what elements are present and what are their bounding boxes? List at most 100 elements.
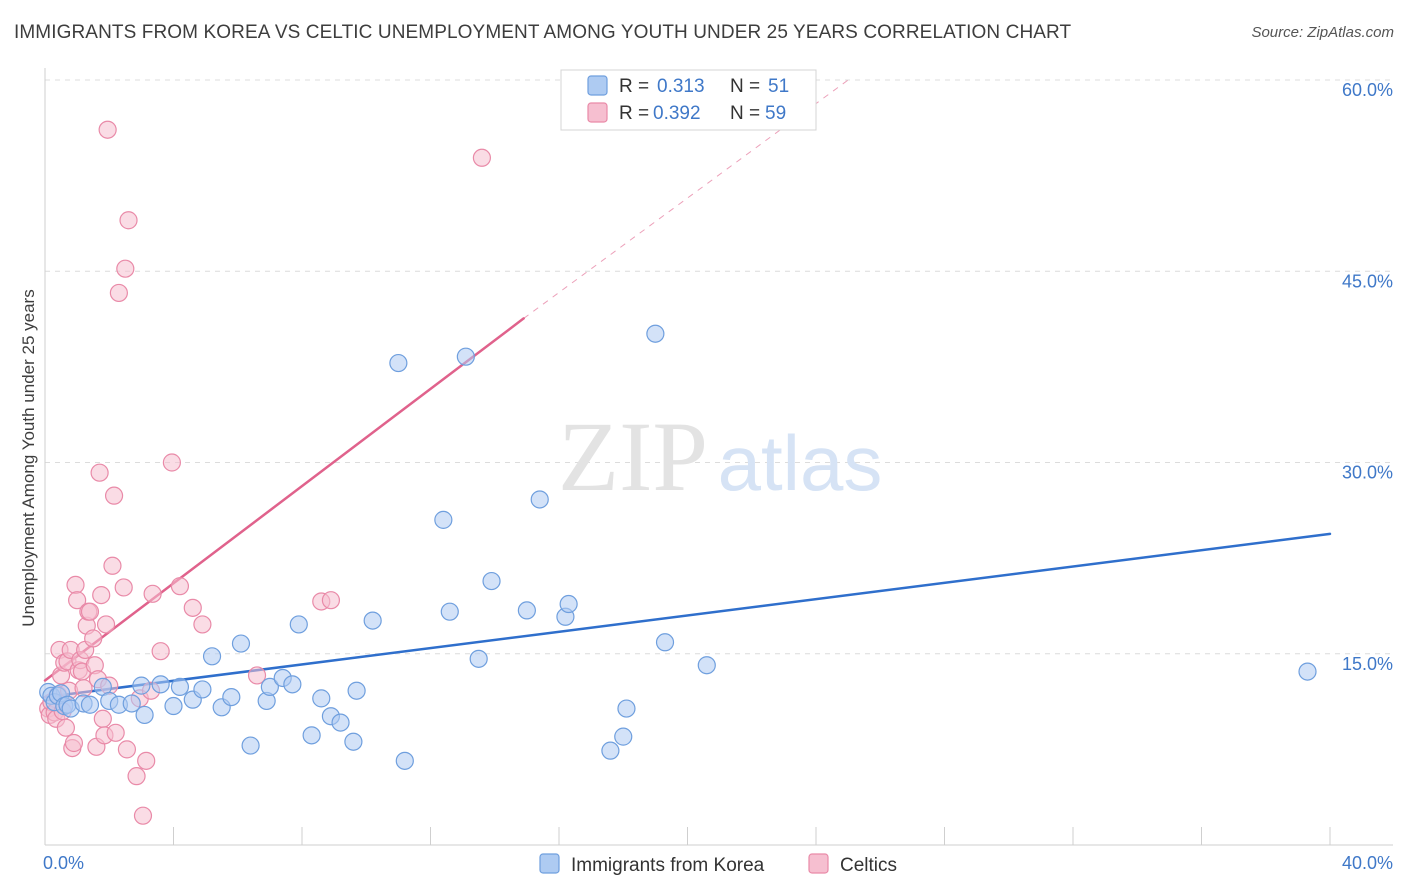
- point-celtics: [137, 751, 156, 770]
- point-korea: [395, 751, 414, 770]
- point-celtics: [183, 598, 202, 617]
- point-celtics: [143, 584, 162, 603]
- point-korea: [347, 681, 366, 700]
- y-axis-label: Unemployment Among Youth under 25 years: [19, 289, 38, 626]
- bottom-legend-swatch-korea: [539, 853, 560, 874]
- tick-labels: 15.0% 30.0% 45.0% 60.0% 0.0% 40.0%: [43, 80, 1393, 873]
- point-korea: [482, 571, 501, 591]
- point-korea: [456, 347, 475, 366]
- point-celtics: [472, 148, 491, 167]
- point-celtics: [80, 602, 100, 621]
- point-celtics: [104, 486, 124, 505]
- point-korea: [122, 694, 141, 713]
- x-tick-label: 40.0%: [1342, 853, 1393, 873]
- legend-swatch-celtics: [587, 102, 608, 123]
- point-celtics: [103, 556, 122, 575]
- legend-r-value-korea: 0.313: [657, 76, 705, 97]
- bottom-legend-swatch-celtics: [808, 853, 829, 874]
- point-celtics: [98, 120, 117, 139]
- point-celtics: [66, 575, 85, 595]
- bottom-legend-label-korea: Immigrants from Korea: [571, 855, 765, 876]
- point-celtics: [106, 723, 125, 742]
- point-celtics: [127, 767, 146, 786]
- point-celtics: [96, 615, 116, 634]
- point-celtics: [119, 211, 138, 230]
- bottom-legend: Immigrants from Korea Celtics: [539, 853, 897, 876]
- legend-n-label-korea: N =: [730, 76, 760, 97]
- legend-swatch-korea: [587, 75, 608, 96]
- point-korea: [202, 647, 222, 666]
- point-korea: [170, 677, 190, 697]
- point-korea: [135, 705, 154, 725]
- point-celtics: [114, 578, 133, 597]
- point-celtics: [64, 733, 84, 753]
- point-korea: [132, 676, 151, 695]
- point-korea: [440, 602, 459, 621]
- data-points: [39, 120, 1317, 825]
- point-korea: [241, 736, 260, 755]
- point-korea: [344, 732, 363, 751]
- point-korea: [151, 675, 170, 694]
- y-tick-label: 30.0%: [1342, 463, 1393, 483]
- point-korea: [164, 696, 183, 716]
- watermark: ZIP atlas: [558, 401, 882, 512]
- point-korea: [559, 594, 578, 614]
- point-celtics: [84, 629, 103, 648]
- point-celtics: [321, 591, 341, 610]
- point-korea: [222, 687, 241, 707]
- trend-line-korea: [43, 532, 1332, 699]
- point-celtics: [90, 463, 109, 482]
- y-tick-label: 60.0%: [1342, 80, 1393, 100]
- point-korea: [1298, 662, 1317, 681]
- point-korea: [614, 727, 633, 746]
- point-korea: [517, 601, 536, 620]
- point-celtics: [162, 453, 181, 472]
- point-korea: [389, 353, 408, 373]
- point-korea: [601, 741, 620, 760]
- chart-source: Source: ZipAtlas.com: [1251, 24, 1394, 41]
- legend-r-label-korea: R =: [619, 76, 649, 97]
- watermark-zip: ZIP: [558, 401, 708, 512]
- point-korea: [289, 615, 308, 634]
- point-celtics: [170, 577, 190, 596]
- y-tick-label: 15.0%: [1342, 654, 1393, 674]
- point-korea: [283, 675, 302, 694]
- legend-n-label-celtics: N =: [730, 103, 760, 124]
- point-korea: [312, 689, 331, 708]
- trend-line-celtics: [43, 317, 525, 682]
- point-celtics: [117, 740, 137, 759]
- point-celtics: [68, 591, 87, 610]
- point-korea: [331, 713, 350, 732]
- point-korea: [302, 726, 321, 745]
- point-celtics: [133, 806, 153, 825]
- legend-r-value-celtics: 0.392: [653, 103, 701, 124]
- legend: R = 0.313 N = 51 R = 0.392 N = 59: [560, 69, 817, 131]
- point-celtics: [109, 283, 128, 303]
- y-tick-label: 45.0%: [1342, 271, 1393, 291]
- watermark-atlas: atlas: [718, 419, 883, 507]
- point-korea: [697, 656, 716, 675]
- point-korea: [260, 677, 279, 697]
- point-korea: [363, 611, 382, 630]
- chart-title: IMMIGRANTS FROM KOREA VS CELTIC UNEMPLOY…: [14, 22, 1072, 43]
- point-korea: [80, 695, 100, 714]
- point-korea: [646, 324, 665, 343]
- legend-n-value-korea: 51: [768, 76, 789, 97]
- legend-r-label-celtics: R =: [619, 103, 649, 124]
- legend-n-value-celtics: 59: [765, 103, 786, 124]
- point-celtics: [56, 718, 75, 737]
- bottom-legend-label-celtics: Celtics: [840, 855, 897, 876]
- point-korea: [655, 633, 675, 652]
- point-celtics: [193, 615, 212, 634]
- point-celtics: [247, 666, 267, 685]
- point-korea: [617, 699, 636, 718]
- x-tick-label: 0.0%: [43, 853, 84, 873]
- point-korea: [530, 490, 549, 509]
- point-celtics: [92, 585, 111, 605]
- grid-lines: [45, 79, 1393, 655]
- point-celtics: [116, 259, 135, 278]
- point-korea: [231, 634, 251, 653]
- point-korea: [434, 510, 453, 529]
- point-korea: [193, 680, 212, 699]
